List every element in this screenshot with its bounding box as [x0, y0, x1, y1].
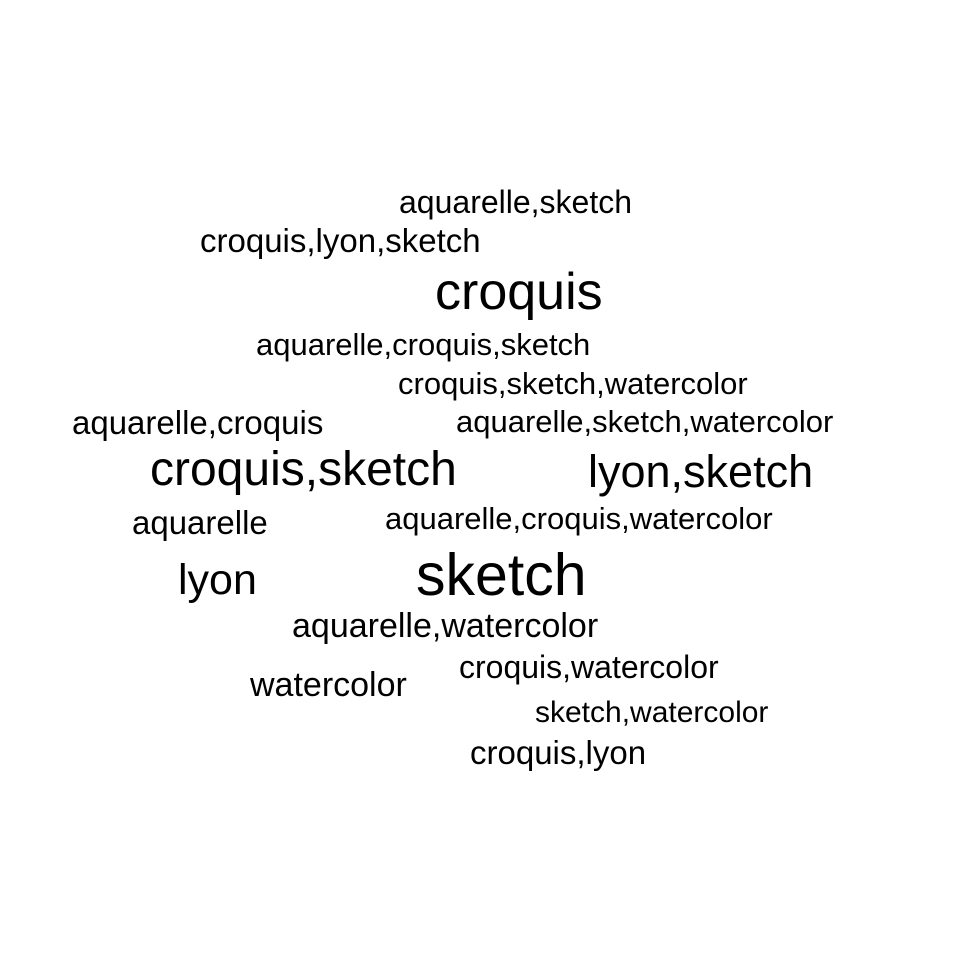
cloud-word: aquarelle,croquis,sketch [256, 327, 591, 362]
cloud-word: croquis,lyon [470, 734, 647, 771]
cloud-word: aquarelle,sketch [399, 184, 633, 220]
cloud-word: lyon [178, 556, 257, 604]
cloud-word: croquis,lyon,sketch [200, 222, 481, 259]
cloud-word: sketch,watercolor [535, 696, 769, 729]
cloud-word: croquis,sketch [150, 443, 457, 496]
cloud-word: aquarelle,sketch,watercolor [456, 404, 834, 439]
cloud-word: lyon,sketch [588, 446, 814, 497]
cloud-word: aquarelle,watercolor [292, 607, 599, 645]
cloud-word: sketch [416, 542, 587, 608]
cloud-word: croquis,watercolor [459, 649, 719, 685]
cloud-word: aquarelle,croquis [72, 404, 324, 441]
cloud-word: aquarelle [132, 504, 268, 541]
cloud-word: croquis [435, 263, 603, 321]
cloud-word: croquis,sketch,watercolor [398, 366, 748, 401]
cloud-word: aquarelle,croquis,watercolor [385, 501, 773, 536]
cloud-word: watercolor [250, 666, 407, 704]
